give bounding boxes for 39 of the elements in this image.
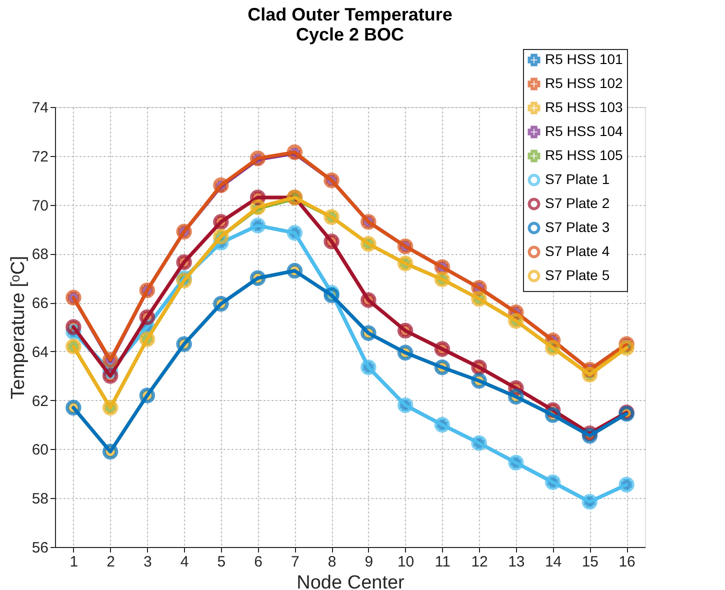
y-tick-label: 58 [32, 490, 48, 508]
legend-label: R5 HSS 105 [545, 147, 624, 163]
legend-label: S7 Plate 5 [545, 267, 610, 283]
y-tick-label: 68 [32, 246, 48, 264]
x-axis-title: Node Center [296, 572, 406, 590]
y-tick-label: 62 [32, 392, 48, 410]
y-tick-label: 70 [32, 197, 48, 214]
y-tick-label: 60 [32, 442, 48, 459]
y-tick-label: 64 [32, 344, 48, 361]
y-axis-title: Temperature [ᵒC] [8, 256, 29, 400]
x-tick-label: 2 [106, 554, 115, 570]
y-tick-label: 74 [32, 100, 48, 116]
x-tick-label: 7 [291, 554, 300, 570]
legend-label: S7 Plate 2 [545, 195, 610, 211]
x-tick-label: 16 [618, 554, 636, 570]
legend-label: S7 Plate 4 [545, 243, 610, 259]
x-tick-label: 10 [397, 554, 414, 570]
x-tick-label: 4 [180, 554, 189, 570]
x-tick-label: 8 [328, 554, 336, 570]
legend-label: R5 HSS 101 [545, 51, 624, 67]
x-tick-label: 11 [434, 554, 450, 570]
legend-label: R5 HSS 104 [545, 123, 624, 139]
x-tick-label: 6 [254, 554, 262, 570]
legend-label: R5 HSS 102 [545, 75, 624, 91]
x-tick-label: 12 [471, 554, 488, 570]
x-tick-label: 14 [544, 554, 562, 570]
legend-label: R5 HSS 103 [545, 99, 624, 115]
x-tick-label: 9 [364, 554, 374, 570]
x-tick-label: 1 [70, 554, 78, 570]
x-tick-label: 15 [582, 554, 599, 570]
legend-label: S7 Plate 1 [545, 171, 610, 187]
y-tick-label: 66 [32, 295, 48, 312]
y-tick-label: 56 [32, 540, 48, 556]
x-tick-label: 5 [217, 554, 226, 570]
x-tick-label: 3 [144, 554, 152, 570]
legend-label: S7 Plate 3 [545, 219, 610, 235]
chart-title: Clad Outer Temperature Cycle 2 BOC [248, 4, 452, 44]
y-tick-label: 72 [32, 148, 48, 166]
x-tick-label: 13 [508, 554, 525, 570]
